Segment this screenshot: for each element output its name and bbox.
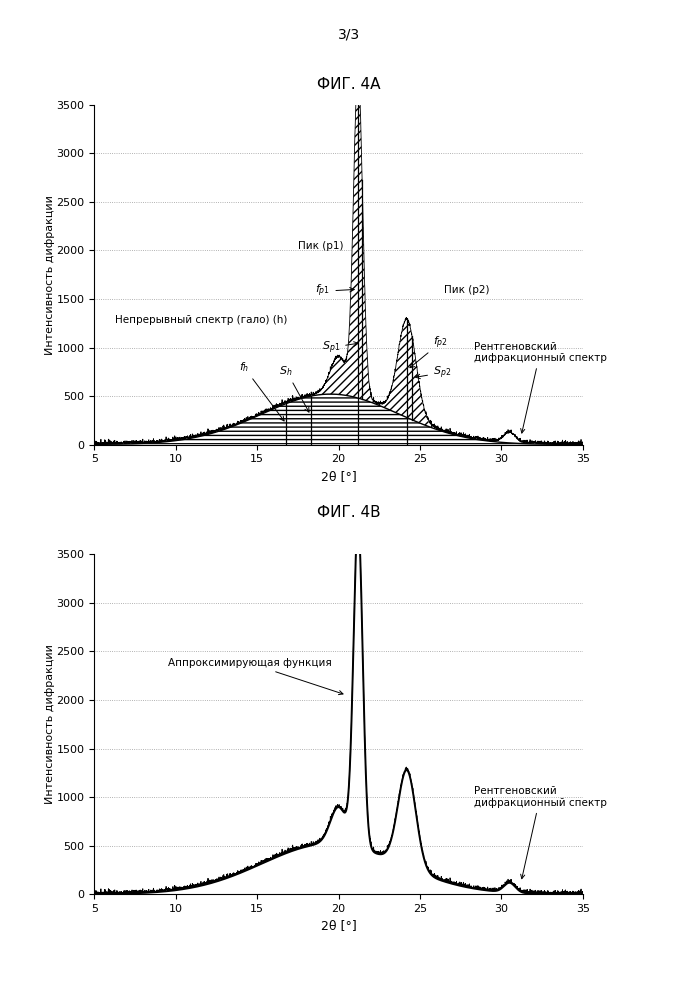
Text: $f_{p1}$: $f_{p1}$ — [315, 283, 354, 300]
Text: Аппроксимирующая функция: Аппроксимирующая функция — [168, 658, 343, 694]
Text: $S_{p1}$: $S_{p1}$ — [322, 340, 358, 356]
X-axis label: 2θ [°]: 2θ [°] — [320, 919, 357, 932]
Text: ФИГ. 4В: ФИГ. 4В — [317, 504, 381, 520]
Text: Рентгеновский
дифракционный спектр: Рентгеновский дифракционный спектр — [474, 786, 607, 879]
Y-axis label: Интенсивность дифракции: Интенсивность дифракции — [45, 644, 55, 804]
Text: Пик (p2): Пик (p2) — [445, 286, 490, 296]
X-axis label: 2θ [°]: 2θ [°] — [320, 470, 357, 483]
Text: 3/3: 3/3 — [338, 28, 360, 42]
Text: $S_{p2}$: $S_{p2}$ — [415, 365, 451, 381]
Text: Пик (p1): Пик (p1) — [298, 241, 343, 251]
Y-axis label: Интенсивность дифракции: Интенсивность дифракции — [45, 195, 55, 355]
Text: $f_h$: $f_h$ — [239, 360, 284, 421]
Text: Рентгеновский
дифракционный спектр: Рентгеновский дифракционный спектр — [474, 342, 607, 433]
Text: $f_{p2}$: $f_{p2}$ — [410, 335, 448, 368]
Text: $S_h$: $S_h$ — [279, 364, 309, 413]
Text: Непрерывный спектр (гало) (h): Непрерывный спектр (гало) (h) — [115, 316, 288, 326]
Text: ФИГ. 4А: ФИГ. 4А — [318, 77, 380, 93]
